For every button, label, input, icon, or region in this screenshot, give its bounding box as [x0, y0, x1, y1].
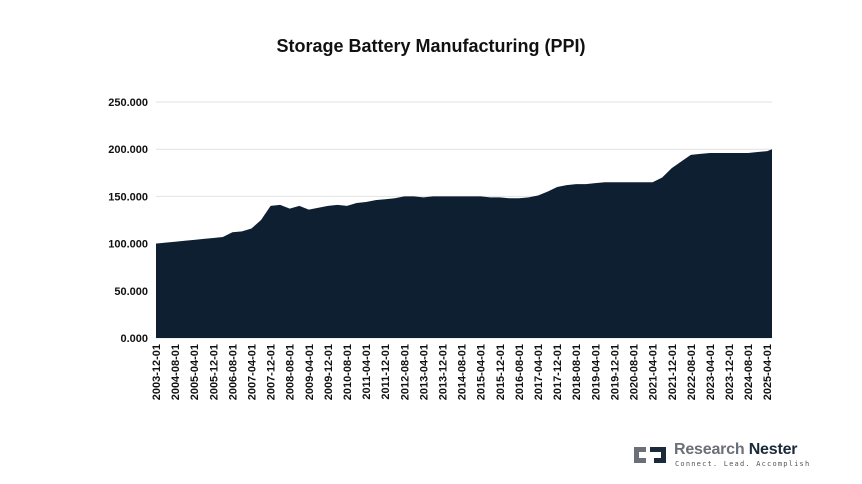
x-tick-label: 2025-04-01	[762, 344, 774, 400]
x-tick-label: 2004-08-01	[170, 344, 182, 400]
x-tick-label: 2011-04-01	[361, 344, 373, 400]
research-nester-logo: Research Nester Connect. Lead. Accomplis…	[632, 440, 809, 470]
logo-tagline: Connect. Lead. Accomplish	[675, 460, 811, 468]
y-tick-label: 0.000	[120, 333, 148, 345]
x-tick-label: 2008-08-01	[285, 344, 297, 400]
x-tick-label: 2023-04-01	[705, 344, 717, 400]
y-tick-label: 150.000	[108, 191, 148, 203]
area-series	[156, 149, 772, 338]
chart-title: Storage Battery Manufacturing (PPI)	[276, 36, 586, 56]
x-tick-label: 2015-12-01	[495, 344, 507, 400]
y-tick-label: 250.000	[108, 97, 148, 109]
x-tick-label: 2012-08-01	[399, 344, 411, 400]
x-tick-label: 2017-12-01	[552, 344, 564, 400]
x-tick-label: 2015-04-01	[476, 344, 488, 400]
x-tick-label: 2022-08-01	[686, 344, 698, 400]
logo-name-part2: Nester	[748, 441, 798, 458]
x-tick-label: 2013-04-01	[418, 344, 430, 400]
x-tick-label: 2013-12-01	[438, 344, 450, 400]
x-axis-ticks: 2003-12-01 2004-08-01 2005-04-01 2005-12-01…	[151, 344, 774, 400]
y-tick-label: 50.000	[114, 286, 148, 298]
x-tick-label: 2009-04-01	[304, 344, 316, 400]
x-tick-label: 2020-08-01	[629, 344, 641, 400]
x-tick-label: 2007-12-01	[266, 344, 278, 400]
x-tick-label: 2011-12-01	[380, 344, 392, 400]
logo-mark-icon	[634, 447, 666, 463]
x-tick-label: 2021-04-01	[648, 344, 660, 400]
y-axis-ticks: 0.000 50.000 100.000 150.000 200.000 250.000	[108, 97, 148, 345]
x-tick-label: 2007-04-01	[246, 344, 258, 400]
x-tick-label: 2010-08-01	[342, 344, 354, 400]
x-tick-label: 2005-12-01	[208, 344, 220, 400]
x-tick-label: 2019-12-01	[609, 344, 621, 400]
x-tick-label: 2018-08-01	[571, 344, 583, 400]
x-tick-label: 2023-12-01	[724, 344, 736, 400]
y-tick-label: 100.000	[108, 239, 148, 251]
x-tick-label: 2017-04-01	[533, 344, 545, 400]
x-tick-label: 2021-12-01	[667, 344, 679, 400]
x-tick-label: 2016-08-01	[514, 344, 526, 400]
x-tick-label: 2005-04-01	[189, 344, 201, 400]
area-series-fill	[156, 149, 772, 338]
x-tick-label: 2006-08-01	[227, 344, 239, 400]
x-tick-label: 2009-12-01	[323, 344, 335, 400]
x-tick-label: 2014-08-01	[457, 344, 469, 400]
x-tick-label: 2003-12-01	[151, 344, 163, 400]
x-tick-label: 2024-08-01	[743, 344, 755, 400]
x-tick-label: 2019-04-01	[590, 344, 602, 400]
y-tick-label: 200.000	[108, 144, 148, 156]
logo-name: Research Nester	[674, 441, 798, 459]
logo-name-part1: Research	[674, 441, 749, 458]
